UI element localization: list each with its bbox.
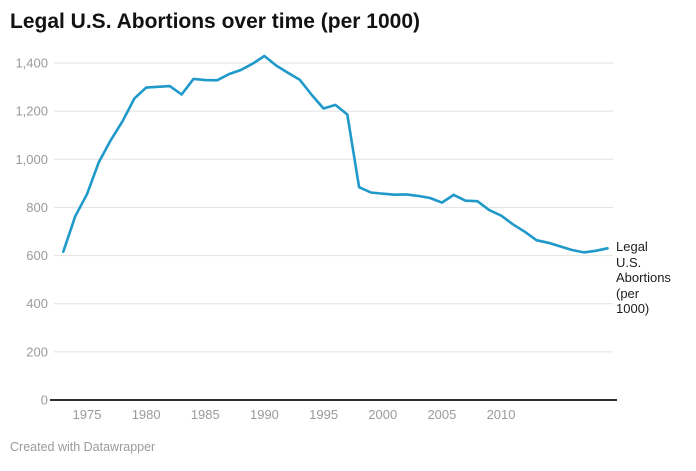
x-axis-tick-label: 1995: [309, 407, 338, 422]
x-axis-tick-label: 2005: [427, 407, 456, 422]
x-axis-tick-label: 1990: [250, 407, 279, 422]
x-axis-tick-label: 1980: [132, 407, 161, 422]
chart-title: Legal U.S. Abortions over time (per 1000…: [10, 10, 420, 33]
y-axis-tick-label: 1,200: [15, 104, 48, 119]
x-axis-tick-label: 1975: [73, 407, 102, 422]
y-axis-tick-label: 400: [26, 296, 48, 311]
x-axis-tick-label: 2000: [368, 407, 397, 422]
y-axis-tick-label: 1,000: [15, 152, 48, 167]
data-line: [61, 54, 609, 254]
series-label: Legal U.S. Abortions (per 1000): [616, 239, 671, 316]
line-chart: 0 200 400 600 800 1,000 1,200 1,400 1975 1980 1985…: [15, 54, 617, 422]
datawrapper-credit-link[interactable]: Created with Datawrapper: [10, 440, 156, 454]
y-axis-tick-label: 0: [41, 393, 48, 408]
y-axis-tick-label: 800: [26, 200, 48, 215]
y-axis-tick-label: 1,400: [15, 56, 48, 71]
x-axis-tick-label: 1985: [191, 407, 220, 422]
chart-area: 0 200 400 600 800 1,000 1,200 1,400 1975 1980 1985…: [0, 50, 696, 430]
y-axis-tick-label: 600: [26, 248, 48, 263]
x-axis-tick-label: 2010: [487, 407, 516, 422]
y-axis-tick-label: 200: [26, 344, 48, 359]
